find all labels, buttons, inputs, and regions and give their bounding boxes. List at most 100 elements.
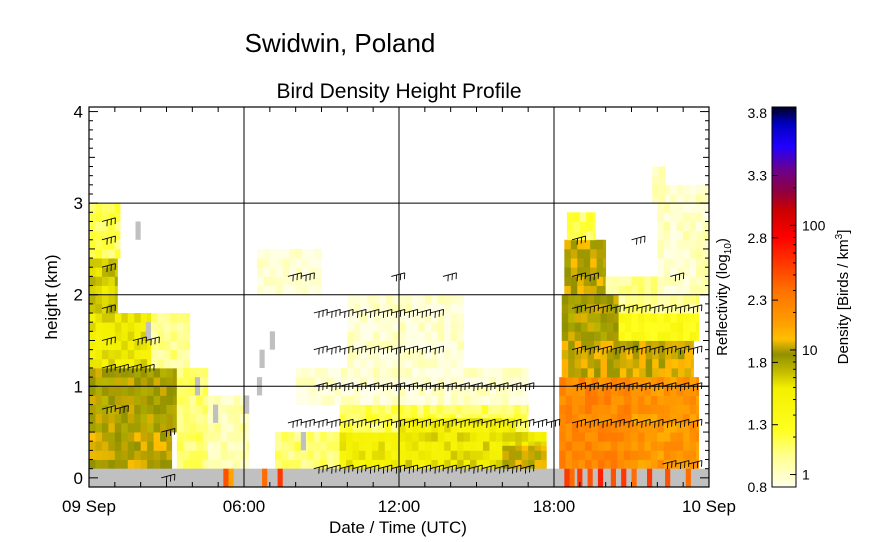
heat-cell	[437, 331, 445, 341]
heat-cell	[676, 432, 684, 442]
heat-cell	[605, 285, 613, 296]
heat-cell	[140, 331, 148, 341]
heat-cell	[665, 358, 672, 369]
heat-cell	[603, 267, 607, 277]
heat-cell	[114, 267, 118, 277]
heat-cell	[566, 221, 574, 232]
heat-cell	[108, 450, 116, 460]
heat-cell	[513, 404, 521, 415]
heat-cell	[573, 212, 581, 222]
colorbar-band	[772, 107, 796, 110]
heat-cell	[450, 303, 458, 314]
heat-cell	[670, 377, 678, 387]
colorbar-band	[772, 409, 796, 412]
heat-cell	[391, 422, 399, 433]
heat-cell	[365, 441, 373, 451]
heat-cell	[577, 276, 585, 286]
heat-cell	[457, 418, 464, 424]
heat-cell	[307, 432, 315, 442]
colorbar-band	[772, 117, 796, 120]
heat-cell	[603, 276, 607, 286]
heat-cell	[89, 459, 96, 470]
heat-cell	[528, 432, 536, 442]
heat-cell	[160, 450, 167, 460]
heat-cell	[565, 459, 573, 470]
heat-cell	[302, 258, 309, 268]
heat-cell	[689, 450, 697, 460]
heat-cell	[196, 395, 204, 405]
heat-cell	[308, 258, 316, 268]
heat-cell	[610, 386, 618, 396]
heat-cell	[340, 377, 348, 387]
heat-cell	[423, 404, 431, 415]
heat-cell	[577, 285, 585, 296]
heat-cell	[437, 367, 445, 378]
heat-cell	[450, 322, 458, 332]
heat-cell	[89, 349, 96, 360]
heat-cell	[604, 450, 612, 460]
heat-cell	[502, 445, 510, 451]
heat-cell	[424, 377, 432, 387]
heat-cell	[450, 294, 458, 305]
heat-cell	[670, 258, 678, 268]
heat-cell	[696, 322, 700, 332]
heat-cell	[594, 303, 601, 314]
heat-cell	[134, 459, 142, 470]
heat-cell	[246, 413, 250, 424]
heat-cell	[644, 395, 652, 405]
heat-cell	[670, 239, 678, 250]
heat-cell	[702, 248, 709, 259]
heat-cell	[574, 331, 582, 341]
heat-cell	[606, 340, 614, 351]
heat-cell	[644, 441, 652, 451]
heat-cell	[140, 441, 148, 451]
heat-cell	[613, 331, 619, 341]
heat-cell	[684, 367, 692, 378]
colorbar-band	[772, 243, 796, 246]
heat-cell	[670, 386, 678, 396]
heat-cell	[384, 432, 392, 442]
heat-cell	[202, 377, 209, 387]
heat-cell	[444, 367, 452, 378]
heat-cell	[101, 331, 109, 341]
heat-cell	[269, 276, 277, 286]
heat-cell	[346, 450, 353, 460]
wind-barb	[429, 345, 444, 355]
heat-cell	[696, 258, 703, 268]
heat-cell	[502, 459, 510, 470]
colorbar-band	[772, 447, 796, 450]
heat-cell	[508, 395, 516, 405]
heat-cell	[160, 395, 167, 405]
heat-cell	[276, 267, 284, 277]
colorbar-band	[772, 307, 796, 310]
heat-cell	[308, 386, 316, 396]
heat-cell	[114, 230, 121, 241]
heat-cell	[127, 395, 135, 405]
heat-cell	[358, 432, 366, 442]
heat-cell	[663, 193, 671, 204]
heat-cell	[95, 258, 103, 268]
heat-cell	[610, 459, 618, 470]
colorbar-reflectivity-tick-label: 0.8	[748, 479, 768, 495]
heat-cell	[108, 386, 116, 396]
heat-cell	[289, 248, 297, 259]
heat-cell	[663, 413, 671, 424]
wind-barb	[326, 418, 341, 428]
heat-cell	[295, 258, 303, 268]
heat-cell	[583, 276, 591, 286]
heat-cell	[378, 450, 386, 460]
heat-cell	[630, 413, 632, 424]
heat-cell	[386, 313, 393, 323]
heat-cell	[663, 377, 671, 387]
heat-cell	[450, 349, 458, 360]
heat-cell	[587, 367, 595, 378]
heat-cell	[604, 422, 612, 433]
heat-cell	[502, 367, 510, 378]
heat-cell	[89, 313, 96, 323]
wind-barb	[688, 418, 703, 428]
heat-cell	[663, 395, 671, 405]
heat-cell	[644, 294, 652, 305]
heat-cell	[650, 322, 658, 332]
heat-cell	[676, 212, 684, 222]
colorbar-band	[772, 147, 796, 150]
